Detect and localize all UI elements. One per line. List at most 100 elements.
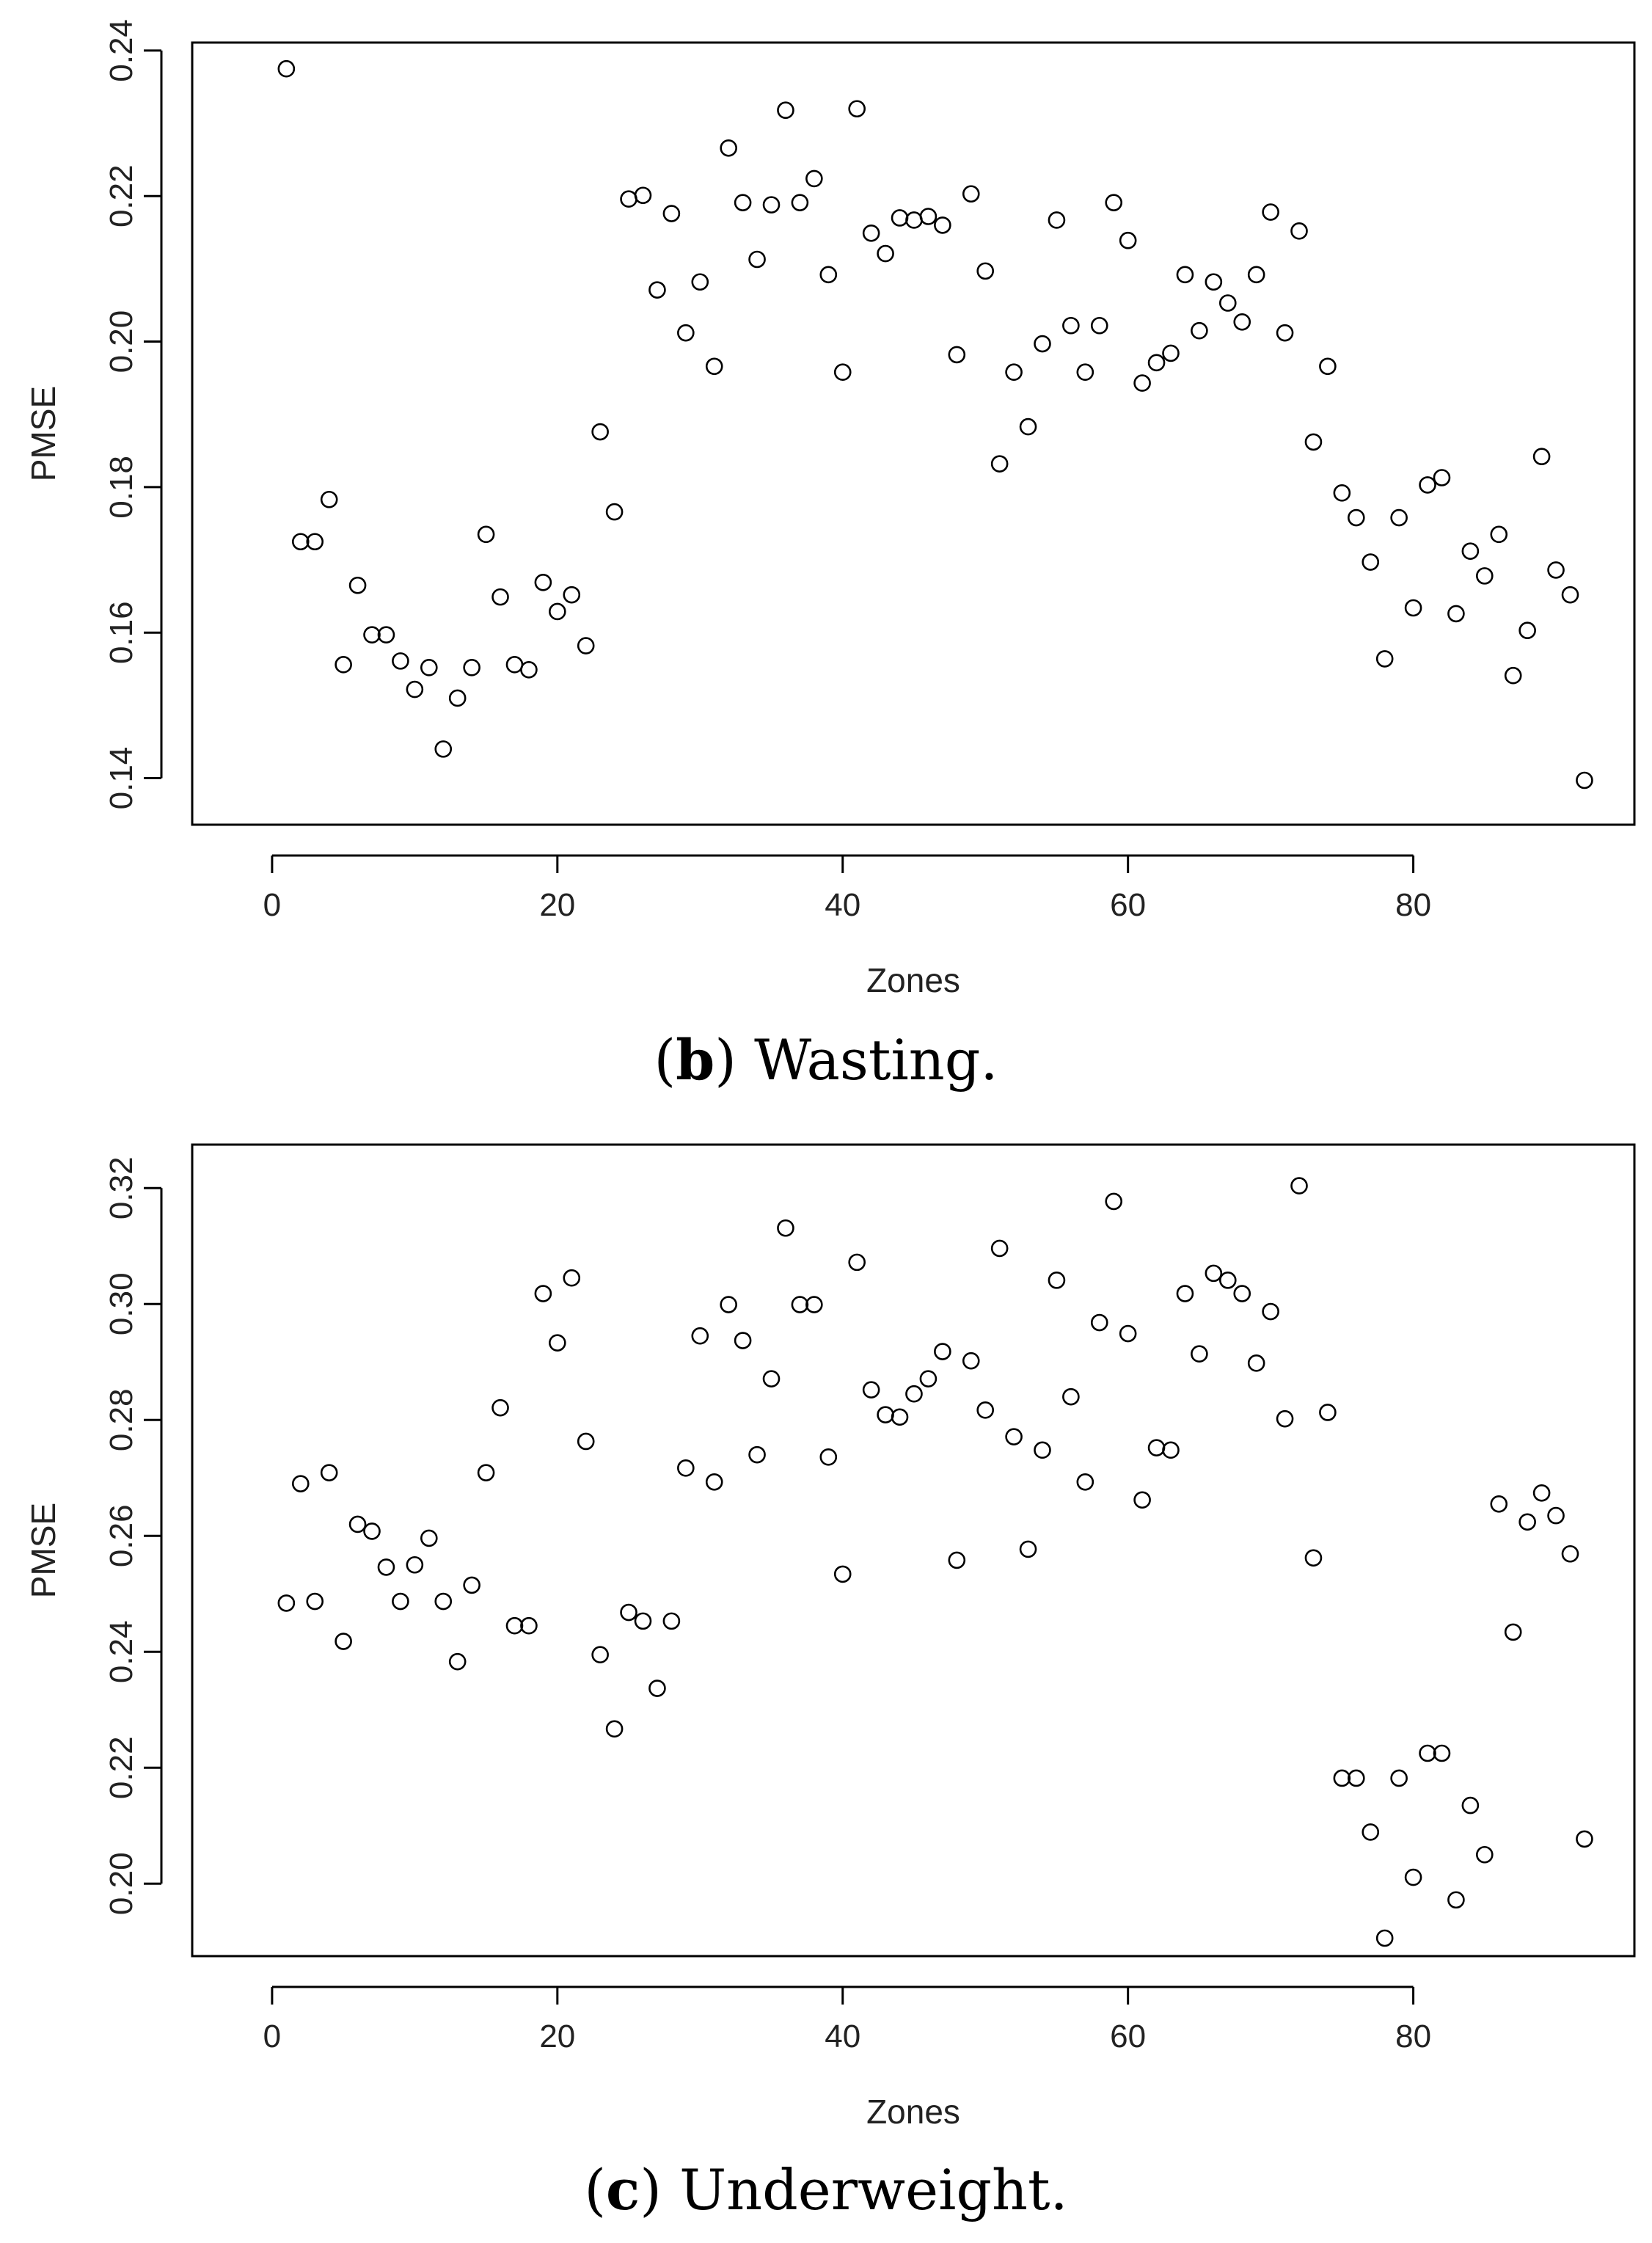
data-point xyxy=(1476,567,1494,585)
x-axis-title: Zones xyxy=(866,2093,960,2131)
data-point xyxy=(1461,1796,1480,1815)
data-point xyxy=(448,689,467,707)
data-point xyxy=(392,652,409,670)
y-axis-title: PMSE xyxy=(24,1503,62,1598)
data-point xyxy=(1076,363,1094,382)
data-point xyxy=(377,626,395,643)
plot-frame xyxy=(191,41,1636,826)
data-point xyxy=(434,740,453,758)
data-point xyxy=(1348,508,1365,527)
data-point xyxy=(948,1551,966,1569)
data-point xyxy=(1504,1623,1522,1641)
data-point xyxy=(1547,1506,1565,1525)
data-point xyxy=(520,660,538,679)
data-point xyxy=(862,1381,880,1398)
data-point xyxy=(662,1612,681,1630)
data-point xyxy=(620,1603,637,1622)
data-point xyxy=(1490,525,1508,544)
x-tick-label: 40 xyxy=(825,2018,860,2054)
data-point xyxy=(306,533,324,551)
data-point xyxy=(1518,1513,1536,1531)
data-point xyxy=(1504,666,1522,685)
data-point xyxy=(1005,363,1023,382)
data-point xyxy=(905,1385,923,1403)
data-point xyxy=(1390,508,1408,527)
data-point xyxy=(563,586,581,604)
data-point xyxy=(1034,335,1051,353)
data-point xyxy=(1105,1192,1123,1211)
data-point xyxy=(1176,266,1194,284)
caption-text: Underweight. xyxy=(679,2157,1068,2222)
data-point xyxy=(534,1285,552,1302)
data-point xyxy=(805,169,823,188)
data-point xyxy=(1062,1387,1080,1406)
y-tick-label: 0.22 xyxy=(103,164,139,227)
data-point xyxy=(748,1445,766,1464)
data-point xyxy=(934,216,951,234)
data-point xyxy=(1205,1264,1223,1283)
data-point xyxy=(348,1515,367,1533)
data-point xyxy=(505,656,524,674)
data-point xyxy=(905,211,923,229)
x-tick-label: 40 xyxy=(825,887,860,923)
data-point xyxy=(605,503,624,521)
data-point xyxy=(791,1296,809,1313)
data-point xyxy=(491,1398,509,1417)
data-point xyxy=(1133,374,1151,392)
data-point xyxy=(406,680,424,699)
data-point xyxy=(277,1594,296,1612)
y-tick-label: 0.18 xyxy=(103,456,139,519)
data-point xyxy=(1048,1272,1066,1289)
data-point xyxy=(1218,294,1237,312)
data-point xyxy=(1162,1441,1180,1459)
data-point xyxy=(1019,417,1037,436)
x-tick-label: 80 xyxy=(1395,887,1431,923)
data-point xyxy=(848,100,866,118)
data-point xyxy=(1419,1744,1436,1762)
caption-text: Wasting. xyxy=(754,1027,998,1093)
data-point xyxy=(577,637,595,654)
data-point xyxy=(1461,542,1480,560)
data-point xyxy=(634,1612,652,1630)
data-point xyxy=(877,1406,894,1423)
y-tick-label: 0.30 xyxy=(103,1272,139,1335)
y-tick-label: 0.20 xyxy=(103,310,139,373)
data-point xyxy=(577,1432,595,1451)
y-tick-label: 0.20 xyxy=(103,1852,139,1915)
data-point xyxy=(1191,321,1208,340)
data-point xyxy=(1319,357,1337,376)
data-point xyxy=(477,1464,495,1481)
data-point xyxy=(634,186,652,205)
y-tick-label: 0.28 xyxy=(103,1388,139,1451)
data-point xyxy=(1247,1354,1265,1372)
x-tick-label: 20 xyxy=(539,2018,575,2054)
data-point xyxy=(591,423,609,441)
data-point xyxy=(420,1529,438,1547)
data-point xyxy=(1162,344,1180,362)
y-tick-label: 0.22 xyxy=(103,1736,139,1799)
data-point xyxy=(691,1327,709,1345)
data-point xyxy=(1362,553,1380,571)
data-point xyxy=(677,324,695,342)
data-point xyxy=(1490,1495,1508,1513)
data-point xyxy=(720,1296,737,1313)
data-point xyxy=(1048,211,1066,229)
data-point xyxy=(705,1473,723,1491)
data-point xyxy=(363,1522,381,1540)
panel-underweight: 0 20 40 60 80 0.20 0.22 0.24 0.26 0.28 0.30 0.32 Zon… xyxy=(0,1115,1652,2243)
scatter-plot-wasting: 0 20 40 60 80 0.14 0.16 0.18 0.20 0.22 0.24 Zones PM… xyxy=(24,19,1636,999)
data-point xyxy=(277,59,296,78)
data-point xyxy=(648,281,666,299)
x-tick-label: 20 xyxy=(539,887,575,923)
data-point xyxy=(1447,605,1465,623)
data-point xyxy=(1062,316,1080,335)
data-point xyxy=(833,1565,852,1583)
data-point xyxy=(1390,1769,1408,1787)
data-point xyxy=(791,194,809,211)
data-point xyxy=(1433,469,1451,486)
data-point xyxy=(348,576,367,594)
data-point xyxy=(1262,1302,1279,1321)
data-point xyxy=(1576,1830,1593,1848)
data-point xyxy=(762,1370,781,1387)
data-point xyxy=(520,1616,538,1635)
